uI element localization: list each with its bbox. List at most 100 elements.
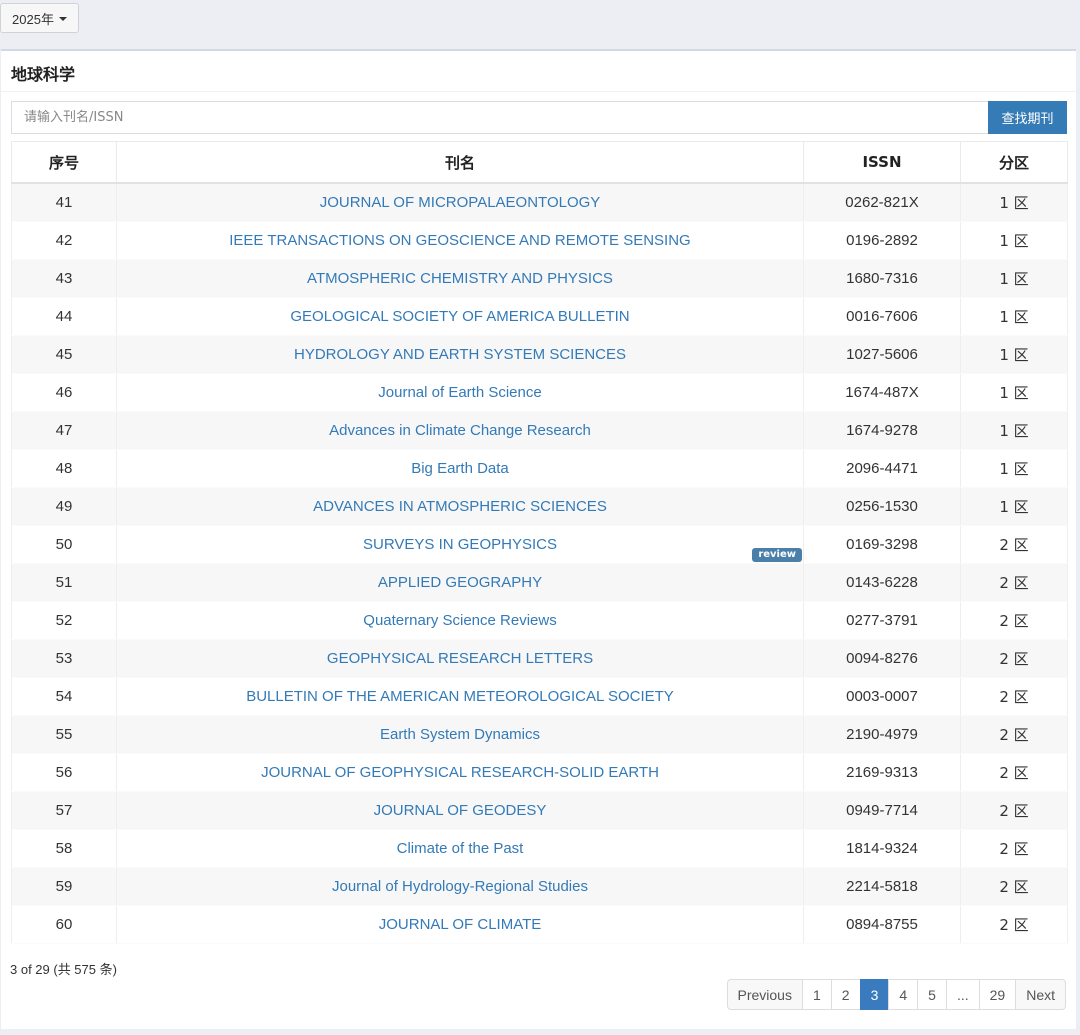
row-number: 58 [55,840,73,857]
zone-cell: 2 区 [999,764,1029,782]
table-row: 50 SURVEYS IN GEOPHYSICS review 0169-3298 2 … [11,525,1068,564]
zone-cell: 1 区 [999,270,1029,288]
issn-cell: 0894-8755 [846,916,918,933]
table-row: 44 GEOLOGICAL SOCIETY OF AMERICA BULLETIN… [11,297,1068,336]
pagination-summary: 3 of 29 (共 575 条) [10,962,117,977]
row-number: 47 [55,422,73,439]
issn-cell: 0949-7714 [846,802,918,819]
journal-name-link[interactable]: HYDROLOGY AND EARTH SYSTEM SCIENCES [293,346,627,363]
year-dropdown-button[interactable]: 2025年 [0,3,79,33]
row-number: 60 [55,916,73,933]
zone-cell: 2 区 [999,840,1029,858]
journal-name-link[interactable]: ATMOSPHERIC CHEMISTRY AND PHYSICS [307,270,613,287]
journal-table: 序号 刊名 ISSN 分区 41 JOURNAL OF MICROPALAEONT… [11,141,1068,944]
table-row: 56 JOURNAL OF GEOPHYSICAL RESEARCH-SOLID … [11,753,1068,792]
pagination-previous-button[interactable]: Previous [726,979,803,1010]
zone-cell: 2 区 [999,688,1029,706]
column-header-issn: ISSN [803,141,961,184]
panel-title: 地球科学 [11,65,76,84]
table-row: 53 GEOPHYSICAL RESEARCH LETTERS 0094-8276 2… [11,639,1068,678]
row-number: 42 [55,232,73,249]
journal-name-link[interactable]: JOURNAL OF MICROPALAEONTOLOGY [319,194,601,211]
table-row: 51 APPLIED GEOGRAPHY 0143-6228 2 区 [11,563,1068,602]
search-button[interactable]: 查找期刊 [988,101,1067,134]
row-number: 54 [55,688,73,705]
table-row: 59 Journal of Hydrology-Regional Studies 2… [11,867,1068,906]
issn-cell: 0094-8276 [846,650,918,667]
journal-name-link[interactable]: GEOLOGICAL SOCIETY OF AMERICA BULLETIN [290,308,630,325]
zone-cell: 1 区 [999,498,1029,516]
review-badge: review [752,548,802,562]
zone-cell: 1 区 [999,308,1029,326]
row-number: 43 [55,270,73,287]
table-row: 46 Journal of Earth Science 1674-487X 1 区 [11,373,1068,412]
column-header-number: 序号 [11,141,117,184]
journal-name-link[interactable]: BULLETIN OF THE AMERICAN METEOROLOGICAL … [246,688,674,705]
zone-cell: 2 区 [999,802,1029,820]
table-row: 57 JOURNAL OF GEODESY 0949-7714 2 区 [11,791,1068,830]
zone-cell: 2 区 [999,878,1029,896]
row-number: 57 [55,802,73,819]
journal-name-link[interactable]: GEOPHYSICAL RESEARCH LETTERS [326,650,594,667]
title-divider [1,91,1076,92]
journal-name-link[interactable]: Big Earth Data [411,460,509,477]
journal-name-link[interactable]: Climate of the Past [396,840,524,857]
row-number: 46 [55,384,73,401]
row-number: 45 [55,346,73,363]
pagination-page-4[interactable]: 4 [888,979,919,1010]
zone-cell: 2 区 [999,612,1029,630]
pagination-page-3[interactable]: 3 [859,979,890,1010]
journal-name-link[interactable]: Advances in Climate Change Research [329,422,591,439]
table-row: 55 Earth System Dynamics 2190-4979 2 区 [11,715,1068,754]
pagination: Previous 1 2 3 4 5... 29 Next [726,979,1066,1010]
issn-cell: 2214-5818 [846,878,918,895]
table-row: 48 Big Earth Data 2096-4471 1 区 [11,449,1068,488]
issn-cell: 0143-6228 [846,574,918,591]
journal-name-link[interactable]: Quaternary Science Reviews [363,612,557,629]
issn-cell: 1027-5606 [846,346,918,363]
zone-cell: 2 区 [999,536,1029,554]
table-row: 60 JOURNAL OF CLIMATE 0894-8755 2 区 [11,905,1068,944]
issn-cell: 2190-4979 [846,726,918,743]
zone-cell: 2 区 [999,650,1029,668]
journal-name-link[interactable]: IEEE TRANSACTIONS ON GEOSCIENCE AND REMO… [229,232,691,249]
table-row: 43 ATMOSPHERIC CHEMISTRY AND PHYSICS 1680-… [11,259,1068,298]
row-number: 50 [55,536,73,553]
table-row: 49 ADVANCES IN ATMOSPHERIC SCIENCES 0256-1… [11,487,1068,526]
issn-cell: 0262-821X [845,194,919,211]
pagination-page-5[interactable]: 5 [917,979,947,1010]
row-number: 53 [55,650,73,667]
journal-name-link[interactable]: SURVEYS IN GEOPHYSICS [363,536,557,553]
search-input[interactable] [11,101,988,134]
column-header-zone: 分区 [960,141,1068,184]
journal-name-link[interactable]: JOURNAL OF CLIMATE [378,916,542,933]
issn-cell: 0256-1530 [846,498,918,515]
year-dropdown-label: 2025年 [12,11,54,27]
table-row: 45 HYDROLOGY AND EARTH SYSTEM SCIENCES 102… [11,335,1068,374]
journal-name-link[interactable]: Earth System Dynamics [379,726,541,743]
zone-cell: 2 区 [999,574,1029,592]
row-number: 41 [55,194,73,211]
table-row: 47 Advances in Climate Change Research 167… [11,411,1068,450]
pagination-page-1[interactable]: 1 [801,979,832,1010]
zone-cell: 1 区 [999,194,1029,212]
journal-name-link[interactable]: JOURNAL OF GEODESY [373,802,547,819]
zone-cell: 2 区 [999,916,1029,934]
pagination-page-29[interactable]: 29 [978,979,1017,1010]
zone-cell: 1 区 [999,384,1029,402]
journal-name-link[interactable]: ADVANCES IN ATMOSPHERIC SCIENCES [313,498,607,515]
issn-cell: 0016-7606 [846,308,918,325]
zone-cell: 2 区 [999,726,1029,744]
zone-cell: 1 区 [999,346,1029,364]
journal-name-link[interactable]: JOURNAL OF GEOPHYSICAL RESEARCH-SOLID EA… [261,764,659,781]
journal-name-link[interactable]: Journal of Hydrology-Regional Studies [332,878,588,895]
journal-name-link[interactable]: Journal of Earth Science [378,384,542,401]
row-number: 55 [55,726,73,743]
issn-cell: 0003-0007 [846,688,918,705]
issn-cell: 1674-9278 [846,422,918,439]
journal-name-link[interactable]: APPLIED GEOGRAPHY [377,574,543,591]
row-number: 56 [55,764,73,781]
pagination-next-button[interactable]: Next [1015,979,1066,1010]
pagination-page-2[interactable]: 2 [830,979,861,1010]
